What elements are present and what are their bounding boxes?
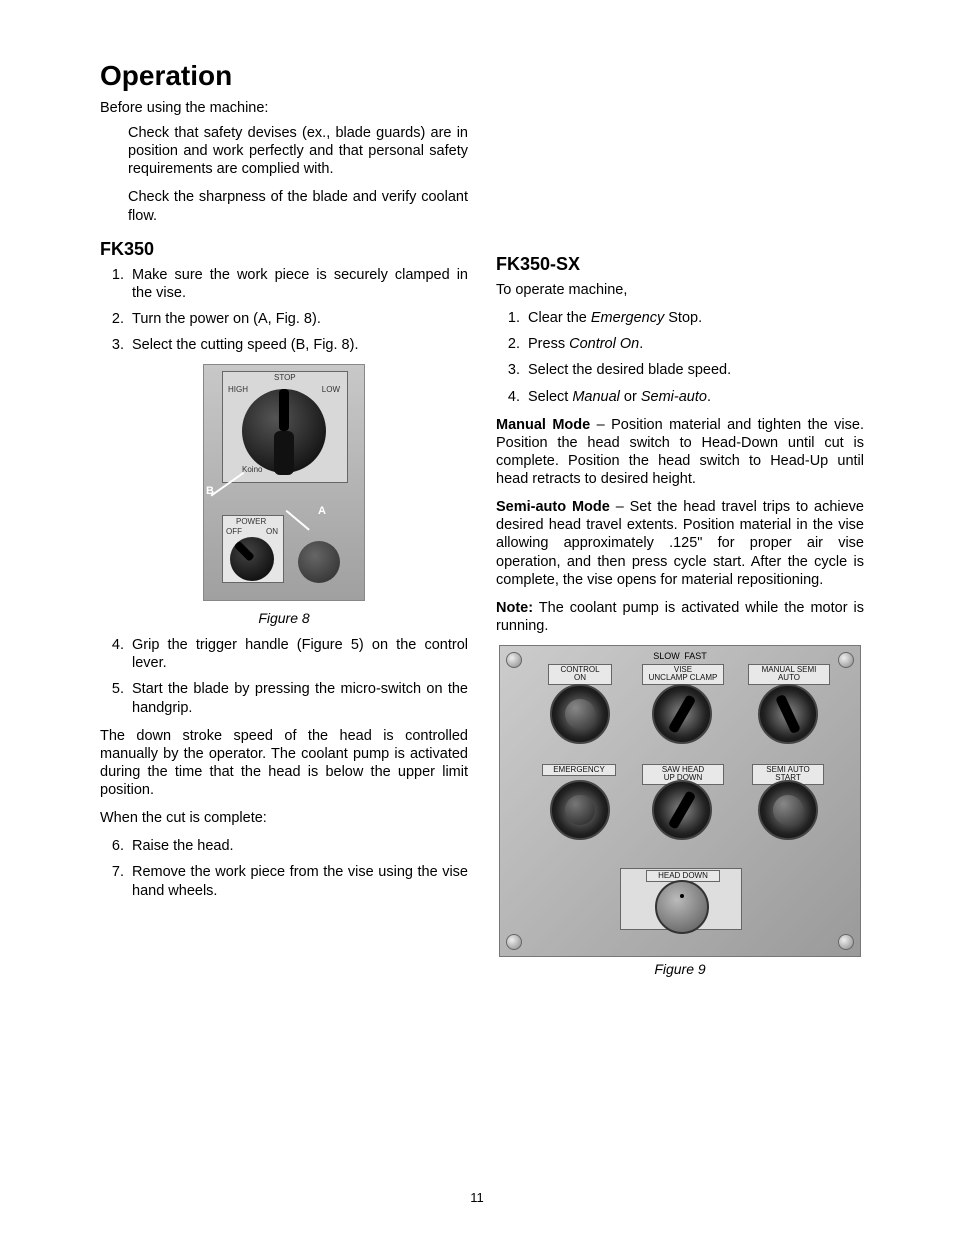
list-item: Select Manual or Semi-auto. xyxy=(524,388,864,406)
fk350sx-heading: FK350-SX xyxy=(496,254,864,275)
manual-page: Operation Before using the machine: Chec… xyxy=(0,0,954,1235)
fig8-power-label: POWER xyxy=(236,517,266,526)
saw-head-selector xyxy=(652,780,712,840)
marker-b: B xyxy=(206,485,214,497)
fk350sx-intro: To operate machine, xyxy=(496,281,864,299)
cut-complete-line: When the cut is complete: xyxy=(100,809,468,827)
list-item: Clear the Emergency Stop. xyxy=(524,309,864,327)
list-item: Select the cutting speed (B, Fig. 8). xyxy=(128,336,468,354)
fk350-steps-a: Make sure the work piece is securely cla… xyxy=(100,266,468,355)
slow-label: SLOW xyxy=(653,651,680,661)
list-item: Remove the work piece from the vise usin… xyxy=(128,863,468,899)
control-on-button xyxy=(550,684,610,744)
fk350-heading: FK350 xyxy=(100,239,468,260)
fig8-on-label: ON xyxy=(266,527,278,536)
intro-line: Before using the machine: xyxy=(100,100,468,116)
fig8-high-label: HIGH xyxy=(228,385,248,394)
fk350-steps-c: Raise the head. Remove the work piece fr… xyxy=(100,837,468,899)
note-para: Note: The coolant pump is activated whil… xyxy=(496,599,864,635)
screw-icon xyxy=(838,652,854,668)
list-item: Start the blade by pressing the micro-sw… xyxy=(128,680,468,716)
fast-label: FAST xyxy=(684,651,707,661)
screw-icon xyxy=(506,934,522,950)
fk350-steps-b: Grip the trigger handle (Figure 5) on th… xyxy=(100,636,468,717)
manual-semi-label: MANUAL SEMIAUTO xyxy=(748,664,830,685)
manual-mode-para: Manual Mode – Position material and tigh… xyxy=(496,416,864,489)
page-heading: Operation xyxy=(100,60,864,92)
fk350sx-steps: Clear the Emergency Stop. Press Control … xyxy=(496,309,864,406)
downstroke-para: The down stroke speed of the head is con… xyxy=(100,727,468,800)
speed-selector-knob xyxy=(242,389,326,473)
check-item-1: Check that safety devises (ex., blade gu… xyxy=(128,124,468,178)
figure-8-image: STOP HIGH LOW Koino B POWER OFF ON xyxy=(203,364,365,601)
fig8-off-label: OFF xyxy=(226,527,242,536)
figure-9-image: CONTROLON VISEUNCLAMP CLAMP MANUAL SEMIA… xyxy=(499,645,861,957)
head-down-dial xyxy=(655,880,709,934)
vise-selector xyxy=(652,684,712,744)
emergency-stop-button xyxy=(298,541,340,583)
list-item: Select the desired blade speed. xyxy=(524,361,864,379)
control-on-label: CONTROLON xyxy=(548,664,612,685)
figure-9-caption: Figure 9 xyxy=(496,961,864,977)
list-item: Turn the power on (A, Fig. 8). xyxy=(128,310,468,328)
screw-icon xyxy=(506,652,522,668)
fig8-brand-label: Koino xyxy=(242,465,262,474)
figure-9: CONTROLON VISEUNCLAMP CLAMP MANUAL SEMIA… xyxy=(496,645,864,977)
left-column: Before using the machine: Check that saf… xyxy=(100,100,468,987)
arrow-a xyxy=(284,510,310,532)
list-item: Raise the head. xyxy=(128,837,468,855)
power-knob xyxy=(230,537,274,581)
emergency-label: EMERGENCY xyxy=(542,764,616,776)
fig8-stop-label: STOP xyxy=(274,373,296,382)
right-column: FK350-SX To operate machine, Clear the E… xyxy=(496,100,864,987)
figure-8-caption: Figure 8 xyxy=(100,610,468,626)
check-item-2: Check the sharpness of the blade and ver… xyxy=(128,188,468,224)
mode-selector xyxy=(758,684,818,744)
list-item: Press Control On. xyxy=(524,335,864,353)
list-item: Make sure the work piece is securely cla… xyxy=(128,266,468,302)
marker-a: A xyxy=(318,505,326,517)
screw-icon xyxy=(838,934,854,950)
two-column-layout: Before using the machine: Check that saf… xyxy=(100,100,864,987)
emergency-button xyxy=(550,780,610,840)
vise-label: VISEUNCLAMP CLAMP xyxy=(642,664,724,685)
semi-auto-start-button xyxy=(758,780,818,840)
semi-auto-mode-para: Semi-auto Mode – Set the head travel tri… xyxy=(496,498,864,589)
fig8-low-label: LOW xyxy=(322,385,340,394)
page-number: 11 xyxy=(0,1190,954,1205)
list-item: Grip the trigger handle (Figure 5) on th… xyxy=(128,636,468,672)
figure-8: STOP HIGH LOW Koino B POWER OFF ON xyxy=(100,364,468,626)
